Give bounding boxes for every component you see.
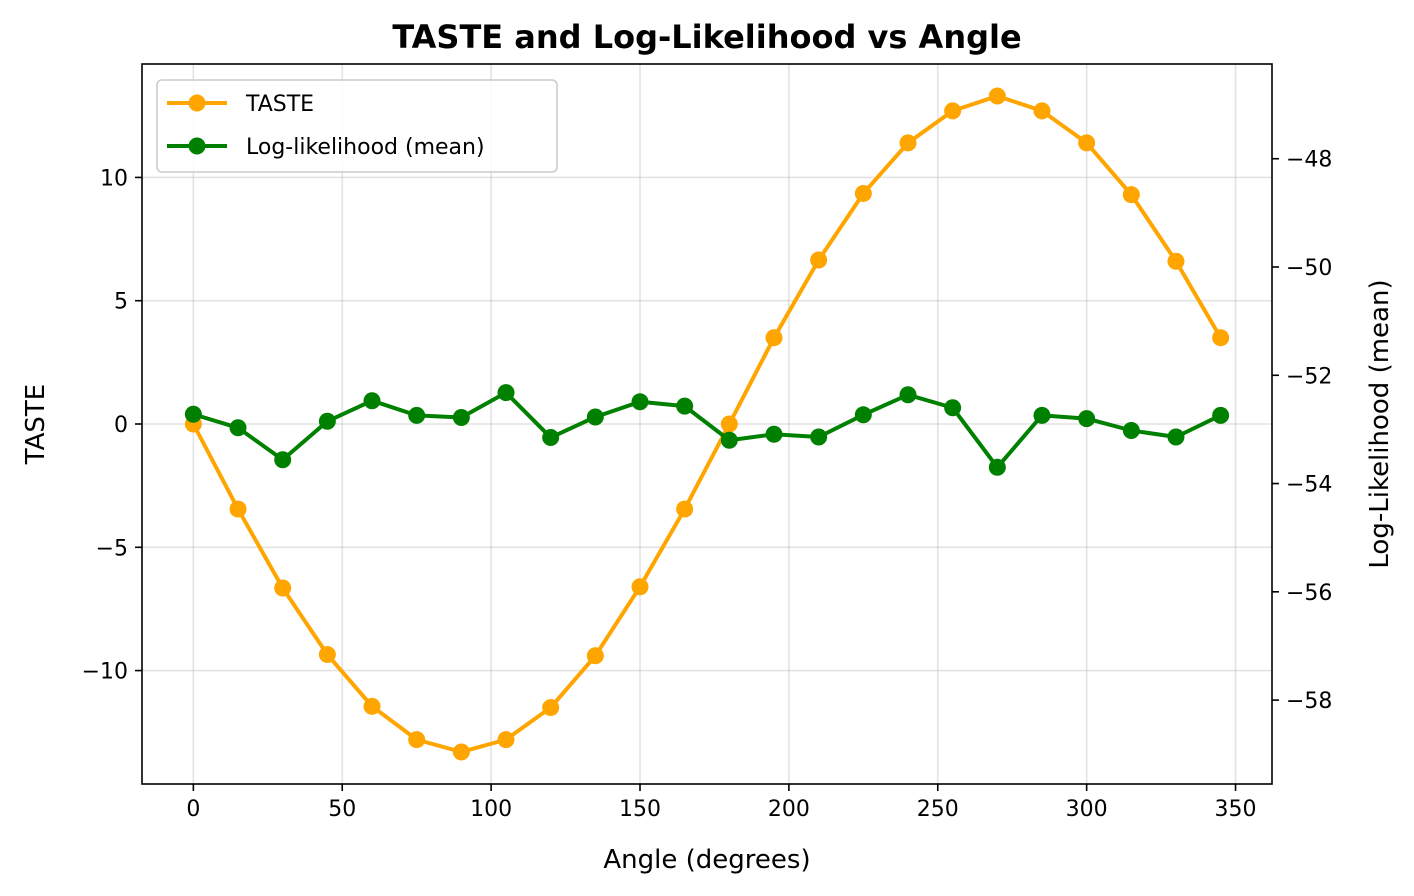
x-tick-label: 100 — [470, 797, 512, 822]
data-point — [586, 408, 604, 426]
legend-box — [156, 79, 558, 173]
data-point — [631, 578, 649, 596]
data-point — [1167, 252, 1185, 270]
data-point — [988, 87, 1006, 105]
y-right-tick-label: −54 — [1286, 473, 1332, 498]
y-right-axis-label: Log-Likelihood (mean) — [1365, 279, 1395, 568]
data-point — [318, 646, 336, 664]
data-point — [1167, 428, 1185, 446]
legend-swatch-marker — [188, 137, 206, 155]
x-axis-label: Angle (degrees) — [603, 845, 810, 875]
data-point — [676, 500, 694, 518]
data-point — [854, 406, 872, 424]
y-left-tick-label: 10 — [100, 166, 128, 191]
data-point — [184, 405, 202, 423]
x-tick-label: 350 — [1215, 797, 1257, 822]
legend-label: Log-likelihood (mean) — [246, 135, 485, 160]
y-left-tick-label: −5 — [96, 536, 128, 561]
y-right-tick-label: −58 — [1286, 689, 1332, 714]
data-point — [810, 428, 828, 446]
x-tick-label: 300 — [1066, 797, 1108, 822]
data-point — [229, 500, 247, 518]
legend-label: TASTE — [245, 92, 314, 117]
data-point — [229, 419, 247, 437]
data-point — [944, 102, 962, 120]
data-point — [810, 251, 828, 269]
y-right-tick-label: −50 — [1286, 256, 1332, 281]
data-point — [274, 451, 292, 469]
y-right-tick-label: −56 — [1286, 581, 1332, 606]
data-point — [854, 184, 872, 202]
data-point — [720, 415, 738, 433]
data-point — [1078, 134, 1096, 152]
data-point — [899, 386, 917, 404]
data-point — [586, 647, 604, 665]
data-point — [988, 458, 1006, 476]
axes: 0 50 100 150 200 250 300 350−10−50510−58−56−54−… — [82, 148, 1333, 822]
series-log-likelihood — [184, 384, 1230, 476]
y-right-tick-label: −48 — [1286, 148, 1332, 173]
y-left-tick-label: 5 — [114, 290, 128, 315]
y-left-tick-label: 0 — [114, 413, 128, 438]
data-point — [542, 699, 560, 717]
series-line — [191, 94, 1223, 754]
data-point — [676, 397, 694, 415]
y-right-tick-label: −52 — [1286, 364, 1332, 389]
legend-swatch-marker — [188, 94, 206, 112]
x-tick-label: 150 — [619, 797, 661, 822]
data-point — [1122, 422, 1140, 439]
data-point — [765, 425, 783, 443]
data-point — [408, 406, 426, 424]
data-point — [631, 393, 649, 411]
data-point — [363, 392, 381, 410]
data-point — [720, 431, 738, 449]
data-point — [1078, 410, 1096, 428]
x-tick-label: 0 — [186, 797, 200, 822]
chart-title: TASTE and Log-Likelihood vs Angle — [392, 18, 1021, 56]
series-line — [191, 390, 1223, 470]
data-point — [452, 743, 470, 761]
x-tick-label: 250 — [917, 797, 959, 822]
series-taste — [184, 87, 1230, 761]
data-point — [1212, 329, 1230, 347]
y-left-tick-label: −10 — [82, 660, 128, 685]
data-point — [318, 412, 336, 430]
data-point — [497, 731, 515, 749]
plot-series — [184, 87, 1230, 761]
data-point — [452, 409, 470, 426]
data-point — [497, 384, 515, 402]
x-tick-label: 50 — [328, 797, 356, 822]
data-point — [274, 579, 292, 597]
data-point — [1033, 102, 1051, 120]
data-point — [765, 329, 783, 347]
data-point — [1212, 406, 1230, 424]
data-point — [542, 429, 560, 447]
data-point — [899, 134, 917, 152]
data-point — [408, 731, 426, 749]
data-point — [363, 697, 381, 715]
x-tick-label: 200 — [768, 797, 810, 822]
data-point — [944, 399, 962, 417]
data-point — [1033, 406, 1051, 424]
y-left-axis-label: TASTE — [21, 384, 51, 465]
data-point — [1122, 186, 1140, 204]
legend: TASTE Log-likelihood (mean) — [156, 79, 558, 173]
